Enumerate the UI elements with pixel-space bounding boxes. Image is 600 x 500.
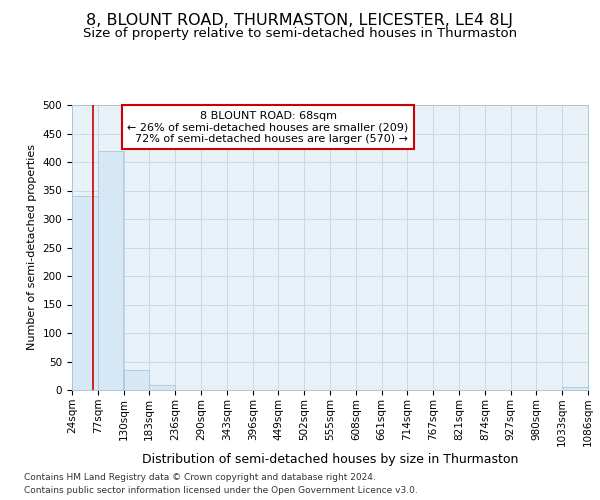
Text: Size of property relative to semi-detached houses in Thurmaston: Size of property relative to semi-detach…: [83, 28, 517, 40]
Text: 8 BLOUNT ROAD: 68sqm  
← 26% of semi-detached houses are smaller (209)
  72% of : 8 BLOUNT ROAD: 68sqm ← 26% of semi-detac…: [127, 110, 409, 144]
Bar: [124, 370, 149, 390]
Bar: [149, 386, 175, 390]
X-axis label: Distribution of semi-detached houses by size in Thurmaston: Distribution of semi-detached houses by …: [142, 453, 518, 466]
Text: Contains HM Land Registry data © Crown copyright and database right 2024.: Contains HM Land Registry data © Crown c…: [24, 474, 376, 482]
Text: 8, BLOUNT ROAD, THURMASTON, LEICESTER, LE4 8LJ: 8, BLOUNT ROAD, THURMASTON, LEICESTER, L…: [86, 12, 514, 28]
Bar: [98, 150, 124, 390]
Y-axis label: Number of semi-detached properties: Number of semi-detached properties: [27, 144, 37, 350]
Bar: [562, 387, 588, 390]
Text: Contains public sector information licensed under the Open Government Licence v3: Contains public sector information licen…: [24, 486, 418, 495]
Bar: [72, 196, 98, 390]
